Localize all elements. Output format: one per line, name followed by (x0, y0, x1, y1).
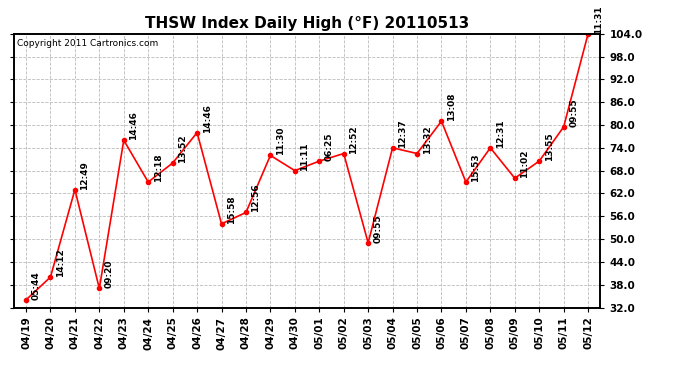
Text: 13:32: 13:32 (422, 125, 431, 153)
Text: 12:52: 12:52 (349, 125, 358, 153)
Text: 09:55: 09:55 (374, 214, 383, 243)
Text: 14:46: 14:46 (203, 104, 212, 133)
Text: 11:11: 11:11 (300, 142, 309, 171)
Title: THSW Index Daily High (°F) 20110513: THSW Index Daily High (°F) 20110513 (145, 16, 469, 31)
Text: 14:46: 14:46 (129, 111, 138, 140)
Text: 15:58: 15:58 (227, 195, 236, 224)
Text: 06:25: 06:25 (325, 133, 334, 161)
Text: 05:44: 05:44 (32, 271, 41, 300)
Text: Copyright 2011 Cartronics.com: Copyright 2011 Cartronics.com (17, 39, 158, 48)
Text: 11:31: 11:31 (593, 5, 602, 34)
Text: 13:08: 13:08 (447, 93, 456, 121)
Text: 12:18: 12:18 (154, 153, 163, 182)
Text: 11:30: 11:30 (276, 127, 285, 155)
Text: 11:02: 11:02 (520, 150, 529, 178)
Text: 09:55: 09:55 (569, 98, 578, 127)
Text: 13:55: 13:55 (545, 132, 554, 161)
Text: 15:53: 15:53 (471, 153, 480, 182)
Text: 12:37: 12:37 (398, 119, 407, 148)
Text: 12:56: 12:56 (252, 184, 261, 213)
Text: 12:49: 12:49 (81, 161, 90, 190)
Text: 14:12: 14:12 (56, 248, 65, 277)
Text: 09:20: 09:20 (105, 260, 114, 288)
Text: 12:31: 12:31 (496, 119, 505, 148)
Text: 13:52: 13:52 (178, 134, 187, 163)
